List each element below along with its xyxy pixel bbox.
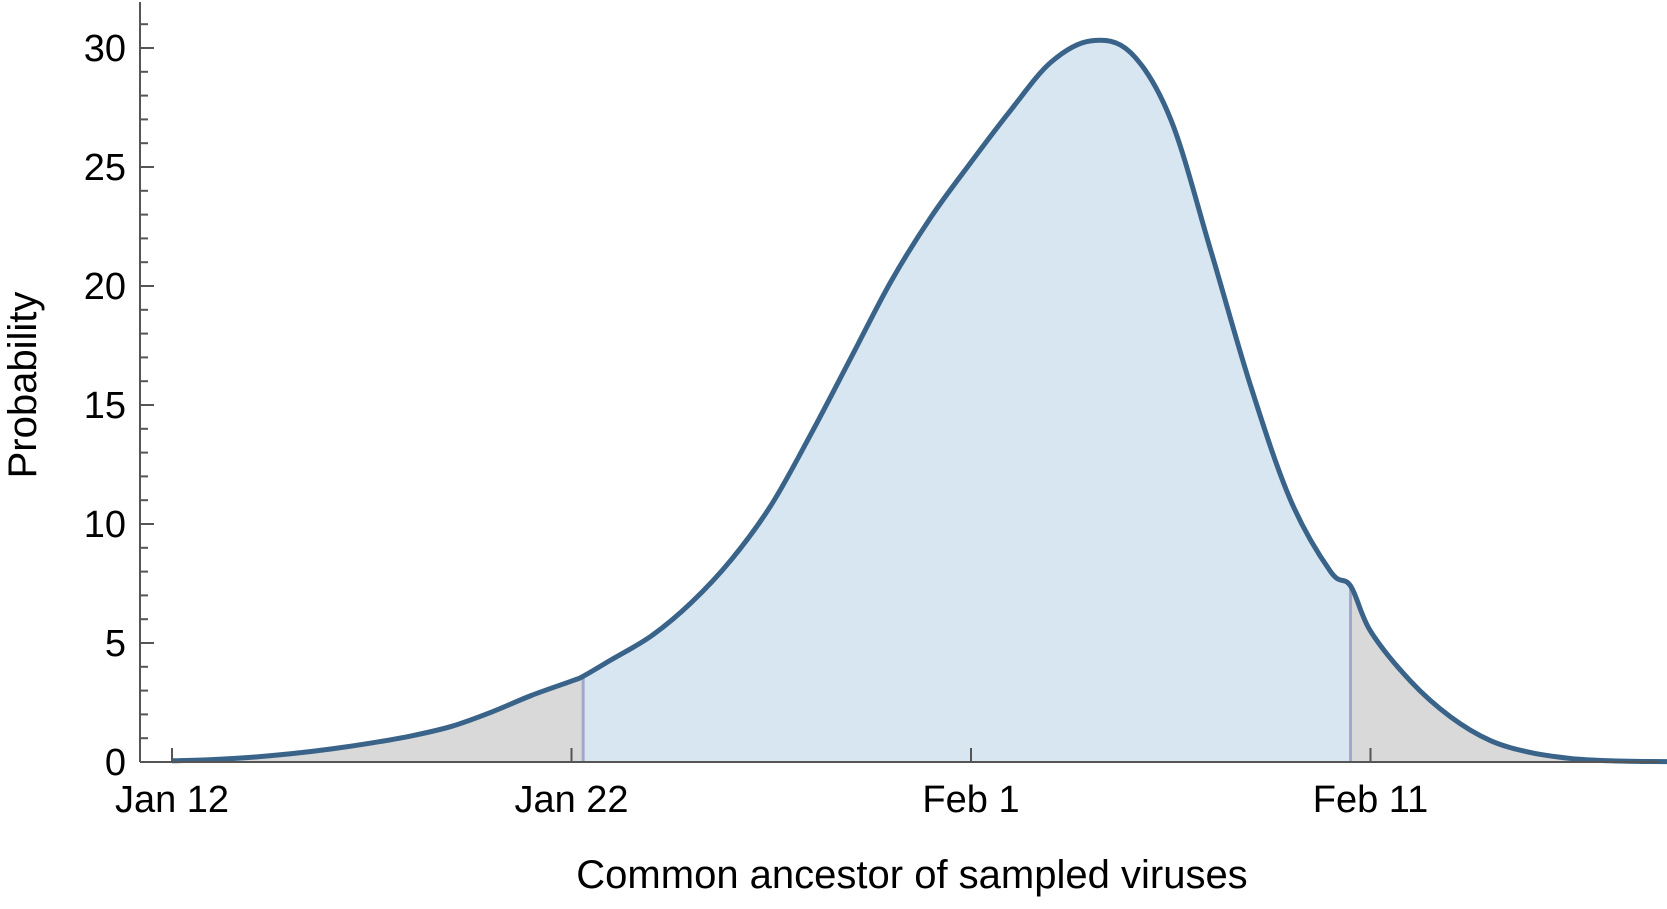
y-tick-label: 15 bbox=[84, 385, 126, 427]
axes bbox=[139, 2, 1660, 763]
y-tick-label: 30 bbox=[84, 28, 126, 70]
y-tick-label: 25 bbox=[84, 147, 126, 189]
x-tick-label: Feb 11 bbox=[1313, 779, 1428, 821]
axis-labels: 0 5 10 15 20 25 30 Jan 12 Jan 22 Feb 1 Feb 11 Commo… bbox=[1, 28, 1428, 897]
x-tick-label: Feb 1 bbox=[922, 779, 1019, 821]
y-tick-label: 5 bbox=[105, 623, 126, 665]
y-axis-title: Probability bbox=[1, 292, 45, 479]
y-tick-label: 10 bbox=[84, 504, 126, 546]
credible-interval-fill bbox=[583, 40, 1351, 762]
y-tick-label: 0 bbox=[105, 742, 126, 784]
density-curve bbox=[171, 37, 1667, 765]
x-tick-label: Jan 12 bbox=[115, 779, 229, 821]
x-tick-label: Jan 22 bbox=[514, 779, 628, 821]
plot-area bbox=[171, 37, 1667, 765]
y-tick-label: 20 bbox=[84, 266, 126, 308]
x-axis-title: Common ancestor of sampled viruses bbox=[576, 853, 1247, 897]
